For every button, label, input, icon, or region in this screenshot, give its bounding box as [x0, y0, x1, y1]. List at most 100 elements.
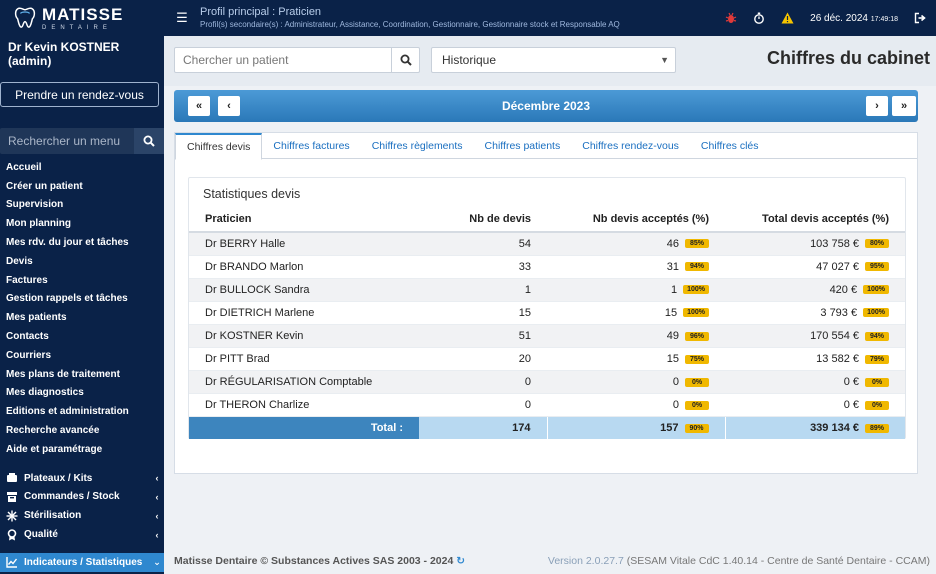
- cell-total: 3 793 € 100%: [725, 301, 905, 325]
- menu-item-courriers[interactable]: Courriers: [6, 349, 52, 361]
- archive-icon: [7, 491, 17, 502]
- menu-group-indicateurs[interactable]: Indicateurs / Statistiques ⌄: [0, 552, 164, 572]
- current-datetime: 26 déc. 2024 17:49:18: [810, 13, 898, 24]
- menu-item-contacts[interactable]: Contacts: [6, 331, 49, 343]
- previous-month-button[interactable]: ‹: [218, 96, 240, 116]
- footer-version: Version 2.0.27.7 (SESAM Vitale CdC 1.40.…: [548, 555, 930, 567]
- bug-icon[interactable]: [725, 12, 737, 24]
- chevron-left-icon: ‹: [155, 491, 159, 502]
- table-row: Dr THERON Charlize 0 0 0% 0 € 0%: [189, 393, 905, 418]
- next-month-button[interactable]: ›: [866, 96, 888, 116]
- menu-item-creer-patient[interactable]: Créer un patient: [6, 180, 83, 192]
- total-pct-badge: 95%: [865, 262, 889, 272]
- col-praticien: Praticien: [189, 207, 419, 233]
- cell-acc: 15 100%: [547, 301, 725, 325]
- current-user[interactable]: Dr Kevin KOSTNER (admin): [0, 36, 164, 72]
- cell-praticien: Dr DIETRICH Marlene: [189, 301, 419, 325]
- footer: Matisse Dentaire © Substances Actives SA…: [174, 555, 936, 567]
- menu-item-factures[interactable]: Factures: [6, 274, 48, 286]
- menu-item-accueil[interactable]: Accueil: [6, 161, 42, 173]
- total-value: 103 758 €: [810, 237, 859, 250]
- brand-sub: DENTAIRE: [42, 24, 112, 31]
- menu-toggle-icon[interactable]: ☰: [176, 10, 188, 25]
- total-amount-pct-badge: 89%: [865, 423, 889, 433]
- tab-chiffres-rendez-vous[interactable]: Chiffres rendez-vous: [582, 140, 679, 152]
- table-row: Dr PITT Brad 20 15 75% 13 582 € 79%: [189, 347, 905, 372]
- total-value: 0 €: [843, 399, 859, 412]
- menu-item-recherche[interactable]: Recherche avancée: [6, 425, 100, 437]
- table-row: Dr KOSTNER Kevin 51 49 96% 170 554 € 94%: [189, 324, 905, 348]
- cell-nb: 20: [419, 347, 547, 372]
- table-total-row: Total : 174 157 90% 339 134 € 89%: [189, 416, 905, 439]
- menu-item-rappels[interactable]: Gestion rappels et tâches: [6, 293, 128, 305]
- acc-value: 1: [670, 283, 678, 296]
- top-icons: 26 déc. 2024 17:49:18: [725, 12, 936, 24]
- menu-item-devis[interactable]: Devis: [6, 255, 33, 267]
- total-value: 13 582 €: [816, 353, 859, 366]
- tab-chiffres-devis[interactable]: Chiffres devis: [175, 133, 263, 160]
- cell-nb: 51: [419, 324, 547, 348]
- stopwatch-icon[interactable]: [753, 12, 765, 24]
- current-time: 17:49:18: [870, 15, 898, 23]
- menu-item-diagnostics[interactable]: Mes diagnostics: [6, 387, 84, 399]
- book-appointment-button[interactable]: Prendre un rendez-vous: [0, 82, 159, 107]
- total-label: Total :: [189, 416, 419, 439]
- menu-item-plans-traitement[interactable]: Mes plans de traitement: [6, 368, 120, 380]
- tab-chiffres-patients[interactable]: Chiffres patients: [484, 140, 561, 152]
- page-header: Chercher un patient Historique ▼ Chiffre…: [164, 36, 936, 86]
- profile-secondary: Profil(s) secondaire(s) : Administrateur…: [200, 19, 620, 29]
- history-select[interactable]: Historique ▼: [431, 47, 676, 73]
- acc-pct-badge: 85%: [685, 239, 709, 249]
- brand-name: MATISSE: [42, 4, 124, 24]
- menu-search: Rechercher un menu: [0, 128, 164, 154]
- search-icon: [400, 54, 412, 66]
- table-row: Dr BERRY Halle 54 46 85% 103 758 € 80%: [189, 232, 905, 256]
- refresh-icon[interactable]: ↻: [456, 555, 466, 567]
- total-value: 3 793 €: [820, 306, 858, 319]
- acc-value: 46: [666, 237, 679, 250]
- menu-item-rdv-jour[interactable]: Mes rdv. du jour et tâches: [6, 237, 129, 249]
- tab-chiffres-cles[interactable]: Chiffres clés: [700, 140, 759, 152]
- top-bar: ☰ Profil principal : Praticien Profil(s)…: [164, 0, 936, 36]
- menu-group-sterilisation[interactable]: Stérilisation ‹: [0, 506, 164, 525]
- tab-chiffres-factures[interactable]: Chiffres factures: [273, 140, 350, 152]
- logout-icon[interactable]: [914, 12, 926, 24]
- menu-group-commandes[interactable]: Commandes / Stock ‹: [0, 488, 164, 507]
- menu-item-supervision[interactable]: Supervision: [6, 199, 64, 211]
- menu-item-planning[interactable]: Mon planning: [6, 218, 71, 230]
- history-select-value: Historique: [442, 53, 497, 67]
- menu-item-patients[interactable]: Mes patients: [6, 312, 67, 324]
- cell-nb: 1: [419, 278, 547, 302]
- current-date: 26 déc. 2024: [810, 12, 868, 24]
- menu-group-plateaux[interactable]: Plateaux / Kits ‹: [0, 469, 164, 488]
- total-pct-badge: 100%: [863, 308, 889, 318]
- first-month-button[interactable]: «: [188, 96, 210, 116]
- cell-acc: 46 85%: [547, 232, 725, 256]
- cell-praticien: Dr PITT Brad: [189, 347, 419, 372]
- menu-item-aide[interactable]: Aide et paramétrage: [6, 443, 103, 455]
- cell-acc: 15 75%: [547, 347, 725, 372]
- menu-item-editions[interactable]: Editions et administration: [6, 406, 129, 418]
- cell-praticien: Dr BERRY Halle: [189, 232, 419, 256]
- tab-chiffres-reglements[interactable]: Chiffres règlements: [371, 140, 463, 152]
- cell-acc: 0 0%: [547, 370, 725, 395]
- cell-nb: 33: [419, 255, 547, 279]
- copyright-text: Matisse Dentaire © Substances Actives SA…: [174, 555, 454, 567]
- menu-group-qualite[interactable]: Qualité ‹: [0, 525, 164, 544]
- patient-search-button[interactable]: [391, 48, 419, 72]
- acc-value: 0: [672, 376, 679, 389]
- app-logo[interactable]: MATISSE DENTAIRE: [0, 0, 164, 36]
- menu-search-button[interactable]: [134, 128, 164, 154]
- version-text: Version 2.0.27.7: [547, 555, 624, 567]
- last-month-button[interactable]: »: [892, 96, 916, 116]
- menu-search-input[interactable]: Rechercher un menu: [0, 128, 134, 154]
- warning-icon[interactable]: [781, 12, 794, 24]
- chevron-left-icon: ‹: [155, 529, 159, 540]
- menu-group-label: Stérilisation: [24, 510, 82, 522]
- sidebar: MATISSE DENTAIRE Dr Kevin KOSTNER (admin…: [0, 0, 164, 574]
- content-panel: Chiffres devis Chiffres factures Chiffre…: [174, 132, 918, 474]
- chevron-left-icon: ‹: [155, 473, 159, 484]
- total-pct-badge: 0%: [865, 400, 889, 410]
- cell-nb: 0: [419, 370, 547, 395]
- patient-search-input[interactable]: Chercher un patient: [183, 53, 289, 67]
